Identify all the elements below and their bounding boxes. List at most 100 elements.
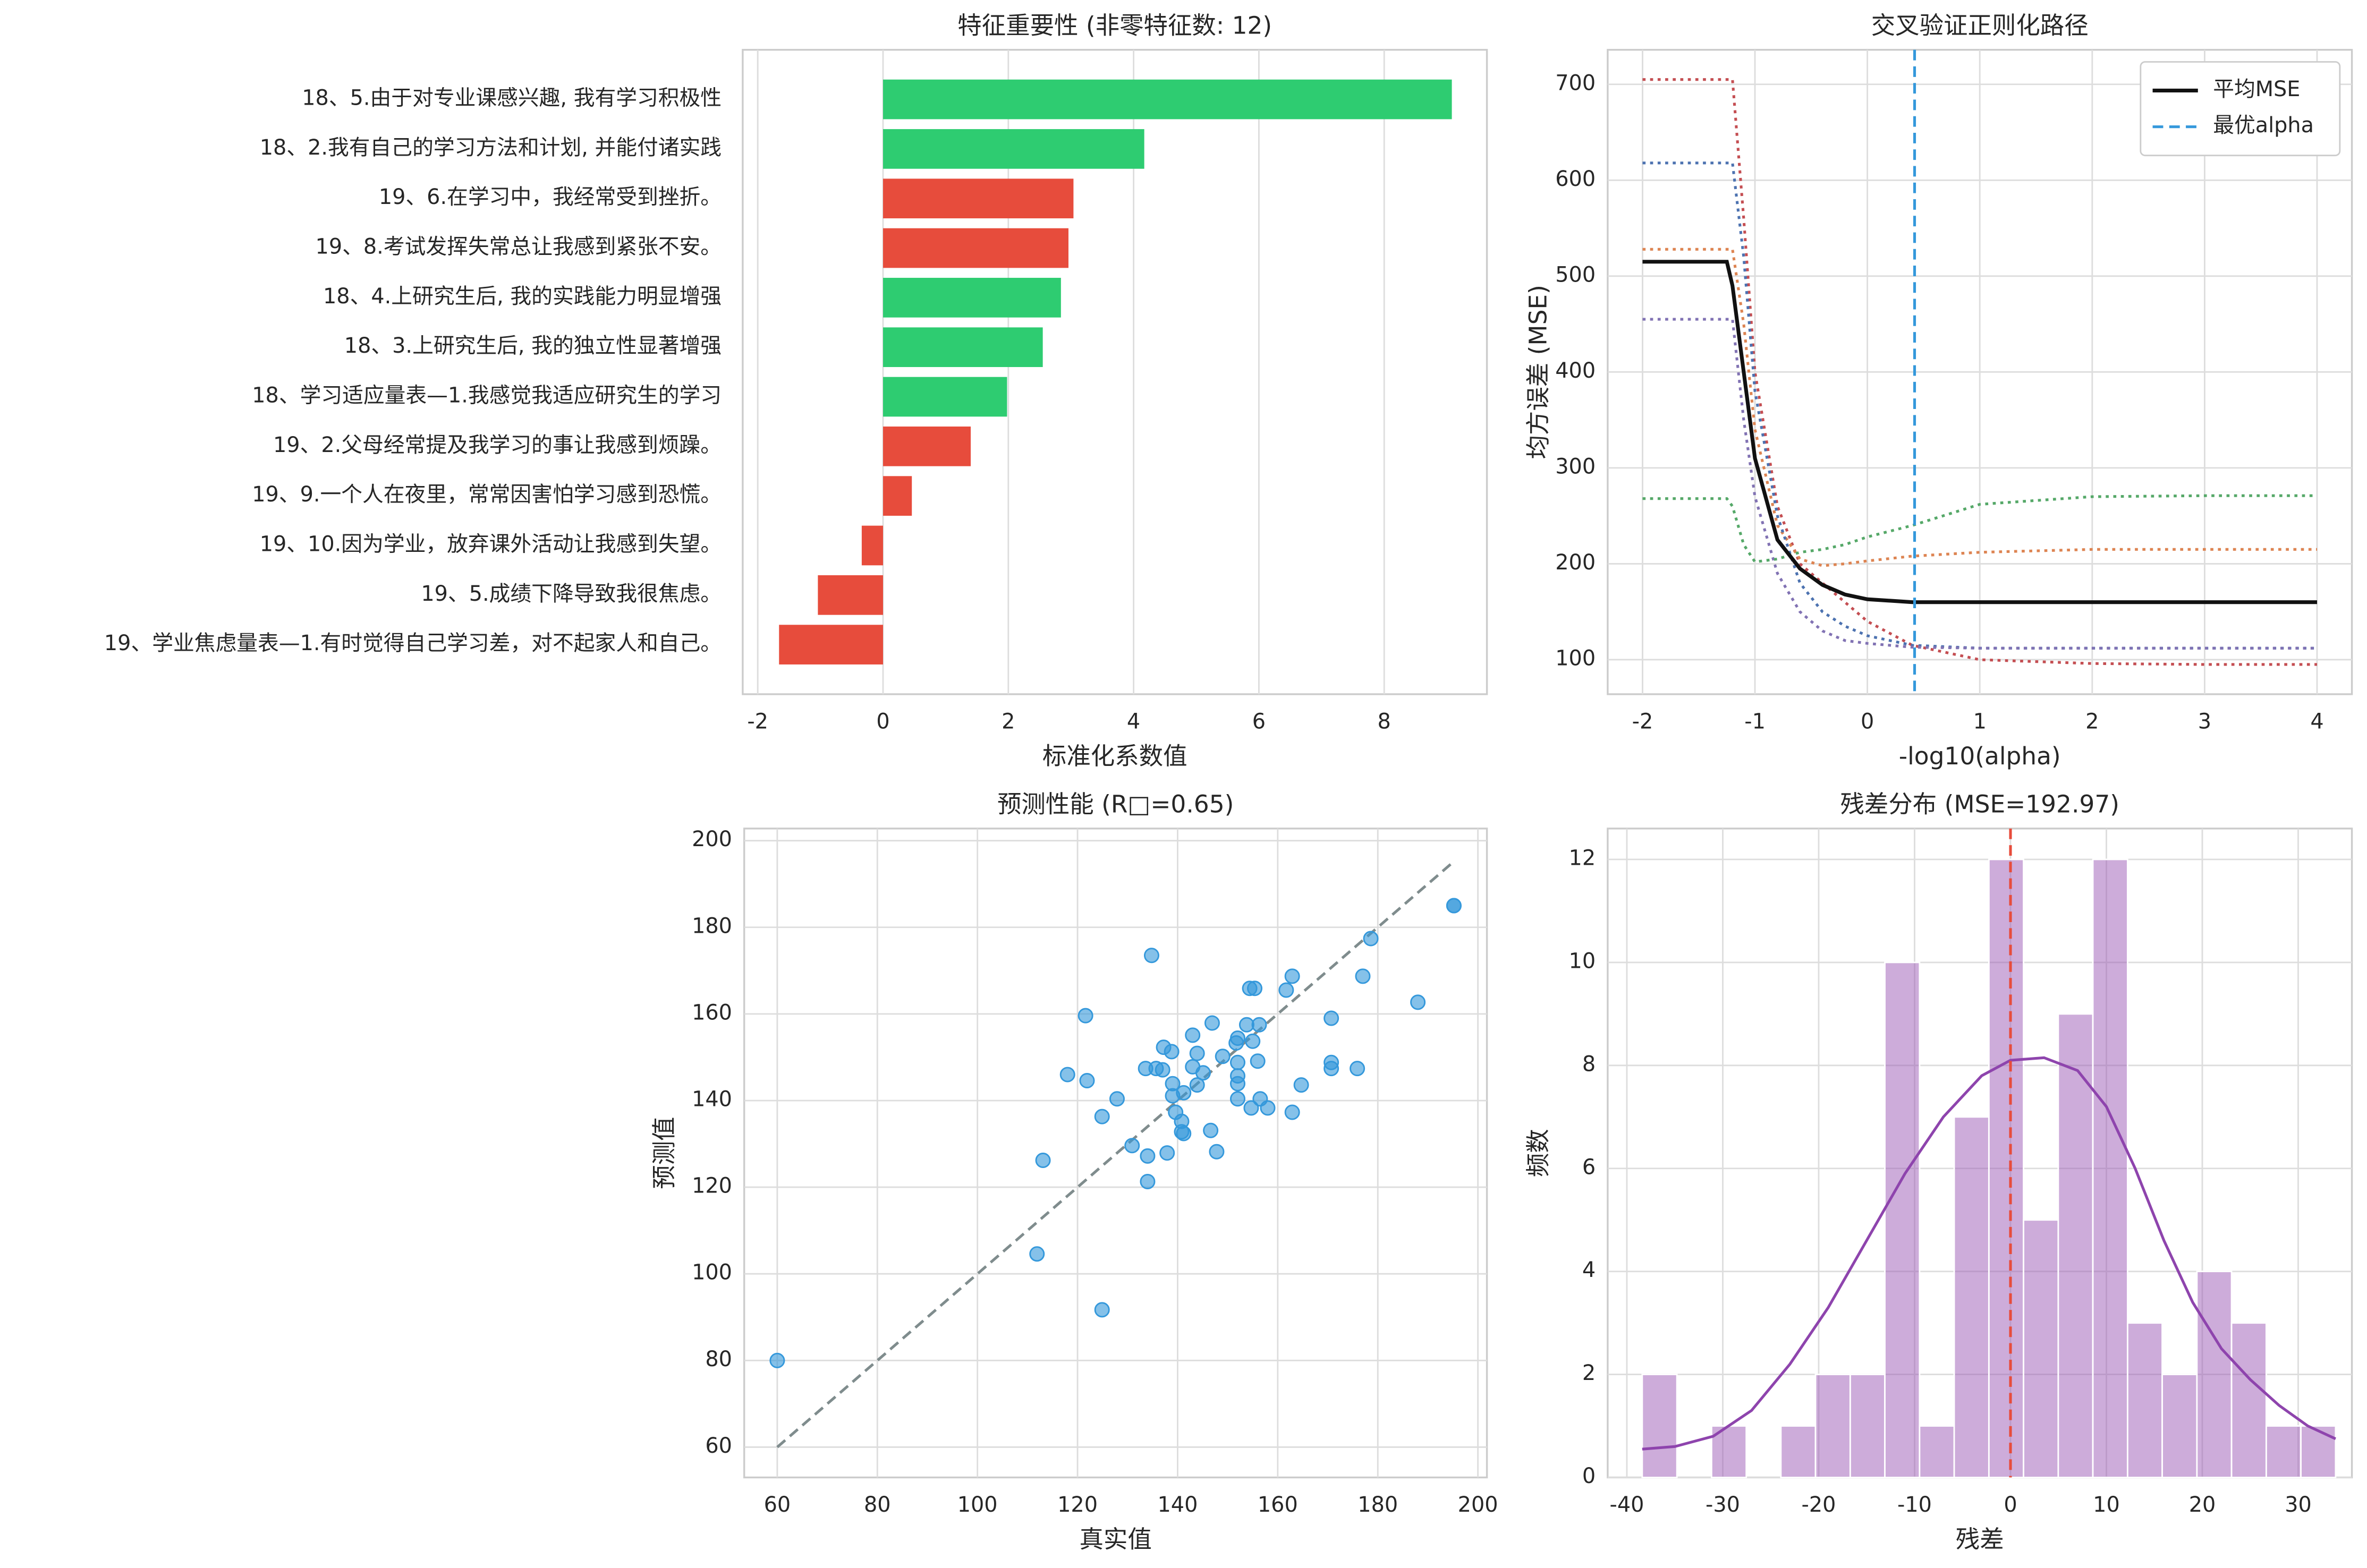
series-line: [1642, 78, 2317, 666]
bar: [779, 625, 883, 664]
y-tick-label: 4: [1582, 1258, 1596, 1282]
scatter-point: [1260, 1100, 1276, 1116]
scatter-point: [1094, 1302, 1110, 1318]
scatter-point: [1293, 1077, 1309, 1093]
y-tick-label: 700: [1555, 71, 1596, 95]
x-tick-label: 0: [876, 709, 889, 734]
scatter-point: [1140, 1174, 1156, 1189]
x-tick-label: -10: [1897, 1493, 1932, 1517]
hist-bar: [2300, 1425, 2337, 1478]
y-axis-label: 频数: [1524, 1129, 1552, 1177]
series-line: [1642, 494, 2317, 564]
category-label: 19、5.成绩下降导致我很焦虑。: [421, 582, 722, 606]
hist-bar: [1884, 961, 1921, 1478]
x-tick-label: 2: [1002, 709, 1015, 734]
y-axis-label: 预测值: [650, 1117, 678, 1189]
x-tick-label: 160: [1258, 1493, 1298, 1517]
scatter-point: [1148, 1061, 1164, 1077]
category-label: 18、5.由于对专业课感兴趣, 我有学习积极性: [302, 86, 722, 110]
y-tick-label: 200: [692, 827, 732, 851]
scatter-point: [1363, 931, 1379, 947]
scatter-point: [1229, 1091, 1245, 1107]
series-line: [1642, 248, 2317, 567]
x-tick-label: -1: [1744, 709, 1766, 734]
scatter-point: [1176, 1126, 1192, 1141]
series-line: [1642, 260, 2317, 604]
y-tick-label: 6: [1582, 1155, 1596, 1179]
hist-bar: [2230, 1322, 2267, 1478]
bar: [883, 327, 1043, 368]
scatter-point: [1079, 1072, 1095, 1088]
scatter-point: [769, 1352, 785, 1368]
scatter-point: [1324, 1061, 1339, 1077]
series-line: [1642, 318, 2317, 650]
hist-bar: [2196, 1271, 2233, 1478]
x-tick-label: 100: [957, 1493, 998, 1517]
category-label: 19、学业焦虑量表—1.有时觉得自己学习差，对不起家人和自己。: [104, 631, 722, 655]
category-label: 18、3.上研究生后, 我的独立性显著增强: [344, 334, 722, 358]
y-tick-label: 600: [1555, 167, 1596, 191]
scatter-point: [1204, 1015, 1220, 1031]
category-label: 19、8.考试发挥失常总让我感到紧张不安。: [316, 235, 722, 259]
x-tick-label: 4: [2310, 709, 2323, 734]
hist-bar: [2092, 858, 2128, 1478]
scatter-point: [1278, 982, 1294, 998]
x-tick-label: 140: [1157, 1493, 1198, 1517]
category-label: 18、4.上研究生后, 我的实践能力明显增强: [323, 284, 722, 309]
bar: [883, 178, 1074, 219]
scatter-point: [1229, 1054, 1245, 1070]
x-tick-label: 180: [1358, 1493, 1398, 1517]
x-tick-label: 30: [2285, 1493, 2312, 1517]
x-tick-label: 0: [2004, 1493, 2017, 1517]
bar: [883, 377, 1007, 417]
bar: [883, 129, 1144, 169]
category-label: 18、学习适应量表—1.我感觉我适应研究生的学习: [252, 384, 722, 408]
scatter-point: [1324, 1010, 1339, 1026]
legend-label: 平均MSE: [2213, 77, 2300, 101]
bar: [818, 575, 883, 615]
hist-bar: [2265, 1425, 2302, 1478]
x-tick-label: 80: [864, 1493, 891, 1517]
x-tick-label: 0: [1861, 709, 1874, 734]
bar: [883, 278, 1061, 318]
y-axis-label: 均方误差 (MSE): [1524, 285, 1552, 459]
x-axis-label: 真实值: [1079, 1525, 1151, 1553]
y-tick-label: 400: [1555, 359, 1596, 383]
hist-bar: [1849, 1374, 1886, 1478]
scatter-point: [1242, 981, 1258, 996]
category-label: 19、10.因为学业，放弃课外活动让我感到失望。: [260, 532, 722, 556]
chart-title: 预测性能 (R□=0.65): [997, 790, 1234, 819]
scatter-point: [1228, 1035, 1244, 1051]
scatter-point: [1094, 1109, 1110, 1124]
scatter-point: [1176, 1085, 1192, 1101]
scatter-point: [1350, 1061, 1365, 1077]
scatter-point: [1195, 1065, 1211, 1081]
y-tick-label: 12: [1569, 846, 1596, 870]
x-tick-label: -40: [1609, 1493, 1644, 1517]
hist-bar: [1814, 1374, 1851, 1478]
y-tick-label: 160: [692, 1000, 732, 1025]
bar: [861, 525, 883, 566]
kde-line: [1642, 1056, 2336, 1451]
hist-bar: [1641, 1374, 1678, 1478]
hist-bar: [1919, 1425, 1955, 1478]
scatter-point: [1078, 1008, 1093, 1024]
bar: [883, 476, 912, 516]
x-tick-label: 4: [1127, 709, 1140, 734]
hist-bar: [1953, 1116, 1990, 1478]
x-axis-label: 标准化系数值: [1042, 742, 1187, 770]
scatter-point: [1215, 1049, 1231, 1064]
scatter-point: [1229, 1076, 1245, 1092]
legend-box: [2140, 61, 2341, 157]
bar: [883, 427, 971, 466]
y-tick-label: 60: [705, 1434, 732, 1458]
x-tick-label: -20: [1802, 1493, 1836, 1517]
hist-bar: [2023, 1219, 2059, 1478]
scatter-point: [1109, 1091, 1125, 1107]
scatter-point: [1164, 1044, 1180, 1060]
scatter-point: [1143, 948, 1159, 964]
scatter-point: [1284, 968, 1300, 984]
scatter-point: [1410, 994, 1426, 1010]
y-tick-label: 8: [1582, 1052, 1596, 1076]
